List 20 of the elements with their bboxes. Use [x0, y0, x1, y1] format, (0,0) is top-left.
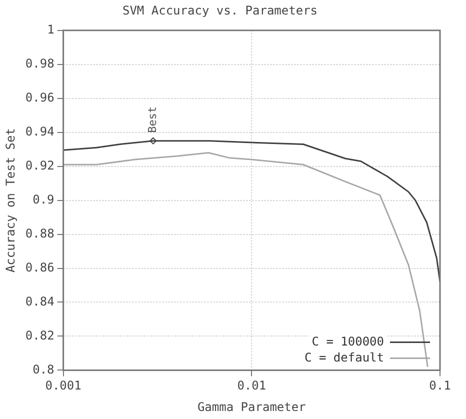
y-tick-label: 0.92 — [25, 158, 54, 172]
y-axis-title: Accuracy on Test Set — [3, 128, 18, 273]
y-tick-label: 1 — [47, 22, 54, 37]
y-tick-label: 0.8 — [32, 362, 54, 376]
legend-label: C = 100000 — [312, 334, 384, 348]
y-tick-label: 0.9 — [32, 192, 54, 206]
x-tick-label: 0.001 — [45, 378, 82, 393]
y-tick-label: 0.88 — [25, 226, 54, 240]
y-tick-label: 0.98 — [25, 56, 54, 71]
annotation: Best — [146, 106, 160, 133]
y-tick-label: 0.86 — [25, 260, 54, 274]
chart-title: SVM Accuracy vs. Parameters — [122, 3, 318, 18]
y-tick-label: 0.94 — [25, 124, 54, 138]
y-tick-label: 0.96 — [25, 90, 54, 104]
y-tick-label: 0.82 — [25, 328, 54, 342]
x-axis-title: Gamma Parameter — [197, 400, 306, 414]
legend-label: C = default — [304, 350, 384, 364]
x-tick-label: 0.01 — [237, 378, 266, 393]
y-tick-label: 0.84 — [25, 294, 54, 308]
x-tick-label: 0.1 — [429, 378, 451, 393]
